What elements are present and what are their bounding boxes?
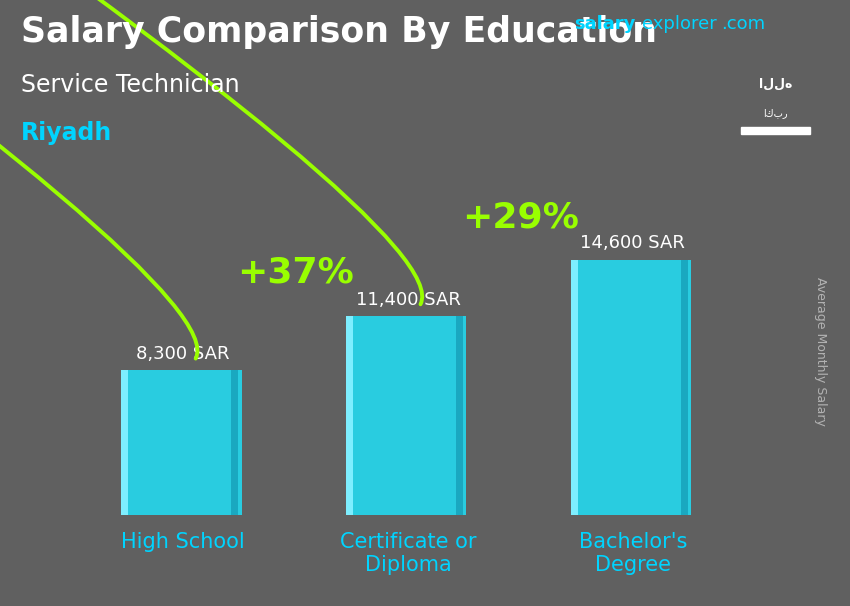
Text: Salary Comparison By Education: Salary Comparison By Education [21, 15, 657, 49]
Bar [125, 370, 241, 515]
Bar [681, 259, 688, 515]
Bar [571, 259, 578, 515]
Text: 8,300 SAR: 8,300 SAR [136, 345, 230, 363]
Text: .com: .com [721, 15, 765, 33]
Text: +29%: +29% [462, 201, 579, 235]
Bar [456, 316, 463, 515]
Bar [346, 316, 353, 515]
Text: اكبر: اكبر [763, 107, 788, 118]
Text: salary: salary [574, 15, 635, 33]
Text: Riyadh: Riyadh [21, 121, 112, 145]
Bar [349, 316, 467, 515]
Text: +37%: +37% [237, 256, 354, 290]
Bar [575, 259, 691, 515]
Text: Service Technician: Service Technician [21, 73, 240, 97]
Text: 11,400 SAR: 11,400 SAR [355, 290, 461, 308]
Text: الله: الله [759, 78, 792, 91]
Text: explorer: explorer [642, 15, 717, 33]
Bar [231, 370, 238, 515]
Bar [122, 370, 128, 515]
Text: Average Monthly Salary: Average Monthly Salary [813, 277, 827, 426]
Bar [741, 127, 810, 134]
Text: 14,600 SAR: 14,600 SAR [581, 235, 685, 253]
